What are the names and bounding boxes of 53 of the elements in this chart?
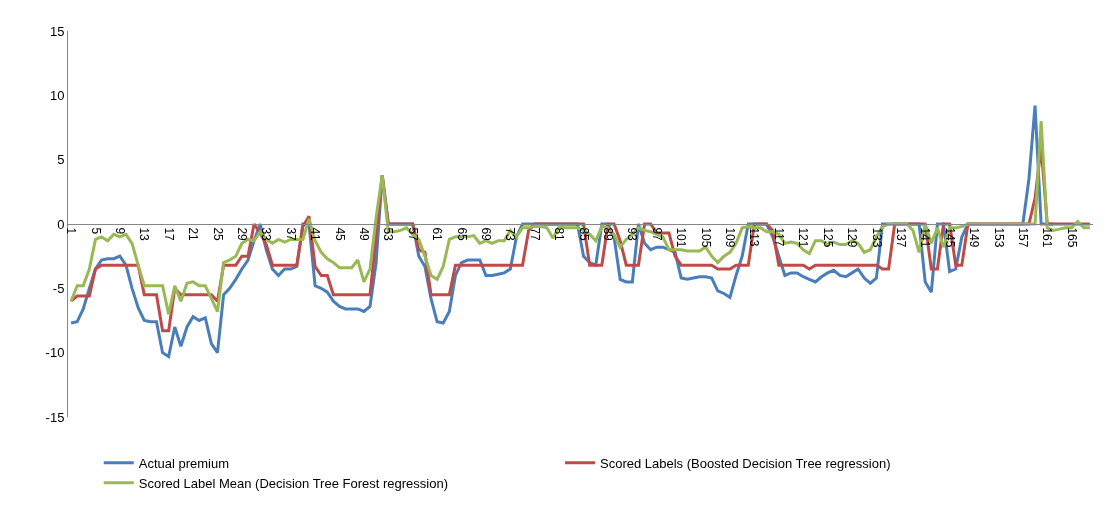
y-tick-label: 15 bbox=[49, 23, 65, 39]
x-tick-label: 125 bbox=[820, 227, 835, 248]
legend-label: Actual premium bbox=[138, 455, 230, 471]
x-tick-label: 17 bbox=[161, 227, 176, 242]
x-tick-label: 33 bbox=[259, 227, 274, 242]
x-tick-label: 117 bbox=[771, 227, 786, 247]
x-tick-label: 41 bbox=[308, 227, 323, 242]
x-tick-label: 105 bbox=[698, 227, 713, 248]
x-tick-label: 101 bbox=[674, 227, 689, 248]
x-tick-label: 129 bbox=[845, 227, 860, 248]
legend-label: Scored Label Mean (Decision Tree Forest regression) bbox=[138, 475, 449, 491]
x-tick-label: 65 bbox=[454, 227, 469, 242]
x-tick-label: 1 bbox=[64, 227, 79, 235]
x-tick-label: 5 bbox=[88, 227, 103, 235]
x-tick-label: 73 bbox=[503, 227, 518, 242]
x-tick-label: 165 bbox=[1064, 227, 1079, 248]
x-tick-label: 85 bbox=[576, 227, 591, 242]
x-tick-label: 145 bbox=[942, 227, 957, 248]
legend-label: Scored Labels (Boosted Decision Tree regression) bbox=[600, 455, 891, 471]
x-tick-label: 77 bbox=[527, 227, 542, 242]
x-tick-label: 25 bbox=[210, 227, 225, 242]
x-tick-label: 141 bbox=[918, 227, 933, 248]
x-tick-label: 57 bbox=[405, 227, 420, 242]
y-tick-label: 5 bbox=[57, 152, 65, 168]
x-tick-label: 97 bbox=[649, 227, 664, 242]
x-tick-label: 89 bbox=[601, 227, 616, 242]
x-tick-label: 121 bbox=[796, 227, 811, 248]
x-tick-label: 157 bbox=[1015, 227, 1030, 248]
x-tick-label: 9 bbox=[112, 227, 127, 235]
x-tick-label: 45 bbox=[332, 227, 347, 242]
x-tick-label: 49 bbox=[357, 227, 372, 242]
y-tick-label: -10 bbox=[45, 345, 65, 361]
x-tick-label: 93 bbox=[625, 227, 640, 242]
x-tick-label: 21 bbox=[186, 227, 201, 242]
x-tick-label: 29 bbox=[234, 227, 249, 242]
x-tick-label: 53 bbox=[381, 227, 396, 242]
x-tick-label: 109 bbox=[723, 227, 738, 248]
y-tick-label: -15 bbox=[45, 409, 65, 425]
x-tick-label: 13 bbox=[137, 227, 152, 242]
x-tick-label: 113 bbox=[747, 227, 762, 247]
x-tick-label: 137 bbox=[893, 227, 908, 248]
line-series bbox=[69, 119, 1092, 316]
x-tick-label: 149 bbox=[967, 227, 982, 248]
x-tick-label: 37 bbox=[283, 227, 298, 242]
x-tick-label: 61 bbox=[430, 227, 445, 242]
y-tick-label: -5 bbox=[52, 280, 65, 296]
x-tick-label: 153 bbox=[991, 227, 1006, 248]
x-tick-label: 161 bbox=[1040, 227, 1055, 248]
x-tick-label: 133 bbox=[869, 227, 884, 248]
y-tick-label: 0 bbox=[57, 216, 65, 232]
x-tick-label: 81 bbox=[552, 227, 567, 242]
y-tick-label: 10 bbox=[49, 87, 65, 103]
x-tick-label: 69 bbox=[479, 227, 494, 242]
